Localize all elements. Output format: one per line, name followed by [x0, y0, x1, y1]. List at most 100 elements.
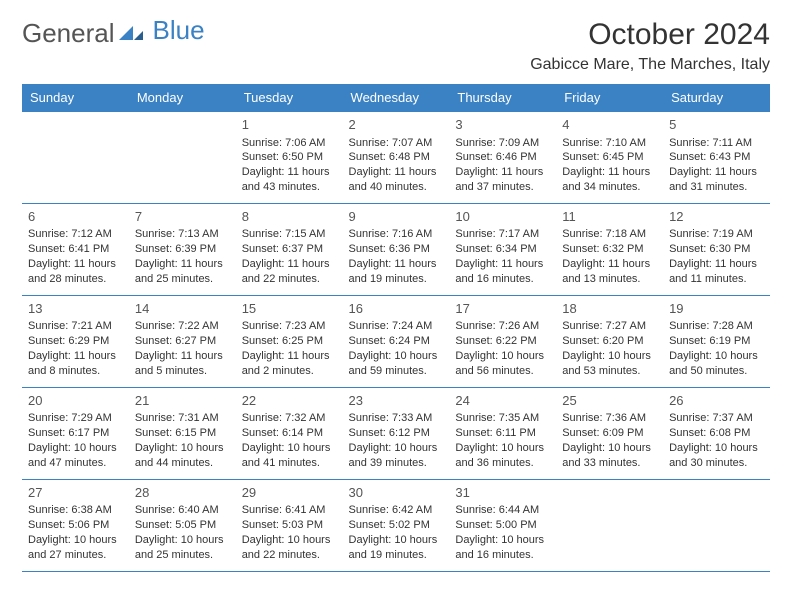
calendar-head: SundayMondayTuesdayWednesdayThursdayFrid…: [22, 84, 770, 112]
calendar-cell: 26Sunrise: 7:37 AMSunset: 6:08 PMDayligh…: [663, 387, 770, 479]
day-header: Saturday: [663, 84, 770, 112]
calendar-cell: 15Sunrise: 7:23 AMSunset: 6:25 PMDayligh…: [236, 295, 343, 387]
daylight-line: Daylight: 10 hours and 36 minutes.: [455, 441, 550, 471]
sunrise-line: Sunrise: 7:37 AM: [669, 411, 764, 426]
daylight-line: Daylight: 10 hours and 59 minutes.: [349, 349, 444, 379]
sunrise-line: Sunrise: 6:44 AM: [455, 503, 550, 518]
sunrise-line: Sunrise: 7:27 AM: [562, 319, 657, 334]
sunset-line: Sunset: 6:08 PM: [669, 426, 764, 441]
sunset-line: Sunset: 6:39 PM: [135, 242, 230, 257]
daylight-line: Daylight: 10 hours and 22 minutes.: [242, 533, 337, 563]
sunrise-line: Sunrise: 7:31 AM: [135, 411, 230, 426]
sunrise-line: Sunrise: 7:18 AM: [562, 227, 657, 242]
calendar-table: SundayMondayTuesdayWednesdayThursdayFrid…: [22, 84, 770, 572]
calendar-cell: 12Sunrise: 7:19 AMSunset: 6:30 PMDayligh…: [663, 203, 770, 295]
sunset-line: Sunset: 6:45 PM: [562, 150, 657, 165]
sunrise-line: Sunrise: 6:42 AM: [349, 503, 444, 518]
daylight-line: Daylight: 10 hours and 53 minutes.: [562, 349, 657, 379]
day-number: 2: [349, 116, 444, 134]
sunrise-line: Sunrise: 6:40 AM: [135, 503, 230, 518]
sunset-line: Sunset: 6:24 PM: [349, 334, 444, 349]
daylight-line: Daylight: 11 hours and 13 minutes.: [562, 257, 657, 287]
day-number: 26: [669, 392, 764, 410]
calendar-cell: 4Sunrise: 7:10 AMSunset: 6:45 PMDaylight…: [556, 112, 663, 204]
sunrise-line: Sunrise: 7:17 AM: [455, 227, 550, 242]
daylight-line: Daylight: 11 hours and 5 minutes.: [135, 349, 230, 379]
calendar-cell: 18Sunrise: 7:27 AMSunset: 6:20 PMDayligh…: [556, 295, 663, 387]
sunset-line: Sunset: 6:50 PM: [242, 150, 337, 165]
sunset-line: Sunset: 5:06 PM: [28, 518, 123, 533]
day-number: 18: [562, 300, 657, 318]
calendar-cell: 27Sunrise: 6:38 AMSunset: 5:06 PMDayligh…: [22, 479, 129, 571]
calendar-body: 1Sunrise: 7:06 AMSunset: 6:50 PMDaylight…: [22, 112, 770, 572]
calendar-cell: [22, 112, 129, 204]
sunrise-line: Sunrise: 7:29 AM: [28, 411, 123, 426]
logo-swoosh-icon: [119, 18, 145, 49]
calendar-cell: 29Sunrise: 6:41 AMSunset: 5:03 PMDayligh…: [236, 479, 343, 571]
calendar-cell: 6Sunrise: 7:12 AMSunset: 6:41 PMDaylight…: [22, 203, 129, 295]
sunrise-line: Sunrise: 6:38 AM: [28, 503, 123, 518]
daylight-line: Daylight: 11 hours and 8 minutes.: [28, 349, 123, 379]
sunset-line: Sunset: 6:20 PM: [562, 334, 657, 349]
day-number: 5: [669, 116, 764, 134]
sunset-line: Sunset: 6:30 PM: [669, 242, 764, 257]
sunset-line: Sunset: 6:34 PM: [455, 242, 550, 257]
day-number: 28: [135, 484, 230, 502]
day-number: 24: [455, 392, 550, 410]
calendar-week: 6Sunrise: 7:12 AMSunset: 6:41 PMDaylight…: [22, 203, 770, 295]
calendar-cell: 21Sunrise: 7:31 AMSunset: 6:15 PMDayligh…: [129, 387, 236, 479]
sunset-line: Sunset: 6:25 PM: [242, 334, 337, 349]
calendar-week: 20Sunrise: 7:29 AMSunset: 6:17 PMDayligh…: [22, 387, 770, 479]
day-number: 13: [28, 300, 123, 318]
day-header: Tuesday: [236, 84, 343, 112]
logo-text-blue: Blue: [153, 15, 205, 46]
calendar-week: 27Sunrise: 6:38 AMSunset: 5:06 PMDayligh…: [22, 479, 770, 571]
day-header: Thursday: [449, 84, 556, 112]
sunset-line: Sunset: 6:17 PM: [28, 426, 123, 441]
day-number: 9: [349, 208, 444, 226]
day-number: 20: [28, 392, 123, 410]
calendar-cell: 9Sunrise: 7:16 AMSunset: 6:36 PMDaylight…: [343, 203, 450, 295]
calendar-cell: 8Sunrise: 7:15 AMSunset: 6:37 PMDaylight…: [236, 203, 343, 295]
sunrise-line: Sunrise: 6:41 AM: [242, 503, 337, 518]
location: Gabicce Mare, The Marches, Italy: [530, 56, 770, 74]
daylight-line: Daylight: 10 hours and 56 minutes.: [455, 349, 550, 379]
daylight-line: Daylight: 11 hours and 37 minutes.: [455, 165, 550, 195]
month-title: October 2024: [530, 18, 770, 52]
calendar-week: 1Sunrise: 7:06 AMSunset: 6:50 PMDaylight…: [22, 112, 770, 204]
sunrise-line: Sunrise: 7:09 AM: [455, 136, 550, 151]
calendar-cell: 24Sunrise: 7:35 AMSunset: 6:11 PMDayligh…: [449, 387, 556, 479]
daylight-line: Daylight: 11 hours and 2 minutes.: [242, 349, 337, 379]
daylight-line: Daylight: 10 hours and 16 minutes.: [455, 533, 550, 563]
calendar-cell: 25Sunrise: 7:36 AMSunset: 6:09 PMDayligh…: [556, 387, 663, 479]
day-header: Monday: [129, 84, 236, 112]
day-number: 6: [28, 208, 123, 226]
sunrise-line: Sunrise: 7:11 AM: [669, 136, 764, 151]
calendar-cell: 31Sunrise: 6:44 AMSunset: 5:00 PMDayligh…: [449, 479, 556, 571]
sunrise-line: Sunrise: 7:33 AM: [349, 411, 444, 426]
calendar-cell: 2Sunrise: 7:07 AMSunset: 6:48 PMDaylight…: [343, 112, 450, 204]
day-number: 19: [669, 300, 764, 318]
day-number: 3: [455, 116, 550, 134]
sunset-line: Sunset: 5:02 PM: [349, 518, 444, 533]
day-number: 23: [349, 392, 444, 410]
day-number: 22: [242, 392, 337, 410]
daylight-line: Daylight: 10 hours and 44 minutes.: [135, 441, 230, 471]
sunrise-line: Sunrise: 7:26 AM: [455, 319, 550, 334]
daylight-line: Daylight: 10 hours and 47 minutes.: [28, 441, 123, 471]
day-number: 14: [135, 300, 230, 318]
calendar-cell: 16Sunrise: 7:24 AMSunset: 6:24 PMDayligh…: [343, 295, 450, 387]
calendar-cell: 30Sunrise: 6:42 AMSunset: 5:02 PMDayligh…: [343, 479, 450, 571]
calendar-cell: 20Sunrise: 7:29 AMSunset: 6:17 PMDayligh…: [22, 387, 129, 479]
day-number: 10: [455, 208, 550, 226]
daylight-line: Daylight: 10 hours and 25 minutes.: [135, 533, 230, 563]
sunset-line: Sunset: 6:11 PM: [455, 426, 550, 441]
calendar-cell: 1Sunrise: 7:06 AMSunset: 6:50 PMDaylight…: [236, 112, 343, 204]
sunset-line: Sunset: 6:32 PM: [562, 242, 657, 257]
day-number: 12: [669, 208, 764, 226]
day-number: 1: [242, 116, 337, 134]
sunrise-line: Sunrise: 7:12 AM: [28, 227, 123, 242]
sunrise-line: Sunrise: 7:23 AM: [242, 319, 337, 334]
day-number: 15: [242, 300, 337, 318]
sunrise-line: Sunrise: 7:36 AM: [562, 411, 657, 426]
